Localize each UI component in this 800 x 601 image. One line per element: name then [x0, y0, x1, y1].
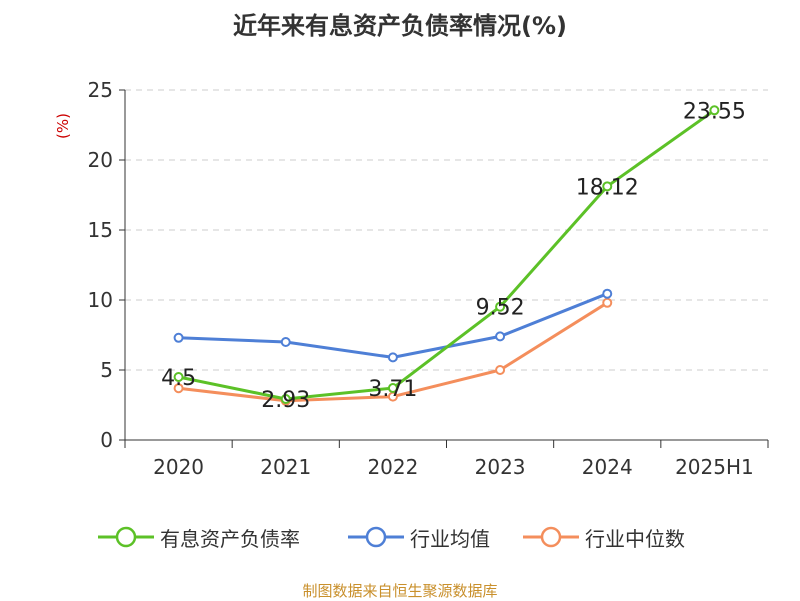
data-labels: 4.5 2.93 3.71 9.52 18.12 23.55 [161, 99, 746, 413]
data-point [602, 297, 613, 308]
data-point [173, 332, 184, 343]
y-tick-label: 15 [88, 218, 113, 242]
legend-item[interactable]: 有息资产负债率 [98, 522, 300, 552]
data-label: 23.55 [683, 99, 746, 124]
legend-marker-icon [348, 526, 404, 548]
data-label: 2.93 [261, 388, 310, 413]
source-note: 制图数据来自恒生聚源数据库 [302, 582, 498, 600]
series-line [178, 292, 608, 359]
x-tick-label: 2024 [582, 455, 633, 479]
data-point [495, 365, 506, 375]
legend-marker-icon [523, 526, 579, 548]
y-tick-label: 25 [88, 78, 113, 102]
data-point [173, 383, 184, 394]
y-tick-label: 20 [88, 148, 113, 172]
data-point [387, 352, 398, 363]
grid-lines [125, 89, 768, 371]
data-label: 4.5 [161, 366, 196, 391]
y-axis-title: (%) [54, 113, 72, 139]
legend-item[interactable]: 行业中位数 [523, 522, 685, 552]
legend-label: 行业中位数 [585, 526, 685, 551]
y-tick-label: 5 [100, 358, 113, 382]
x-tick-label: 2021 [260, 455, 311, 479]
x-tick-label: 2022 [367, 455, 418, 479]
data-point [602, 288, 613, 299]
x-tick-label: 2025H1 [675, 455, 754, 479]
data-point [280, 337, 291, 347]
series-line [178, 109, 716, 401]
legend-label: 行业均值 [410, 526, 490, 551]
legend-item[interactable]: 行业均值 [348, 522, 490, 552]
data-point [602, 181, 613, 192]
y-tick-label: 0 [100, 428, 113, 452]
data-point [387, 383, 398, 394]
x-tick-label: 2023 [475, 455, 526, 479]
legend-label: 有息资产负债率 [160, 526, 300, 551]
series-lines [173, 105, 720, 406]
data-point [495, 301, 506, 312]
data-label: 9.52 [476, 296, 525, 321]
y-tick-label: 10 [88, 288, 113, 312]
x-tick-label: 2020 [153, 455, 204, 479]
legend-marker-icon [98, 526, 154, 548]
axes: 0 5 10 15 20 25 2020 2021 2022 2023 2024 2025H1 [88, 78, 769, 479]
chart-title: 近年来有息资产负债率情况(%) [233, 12, 567, 40]
data-point [709, 105, 720, 116]
data-point [280, 393, 291, 404]
data-point [173, 372, 184, 382]
data-label: 3.71 [368, 377, 417, 402]
data-point [495, 331, 506, 342]
data-label: 18.12 [576, 175, 639, 200]
